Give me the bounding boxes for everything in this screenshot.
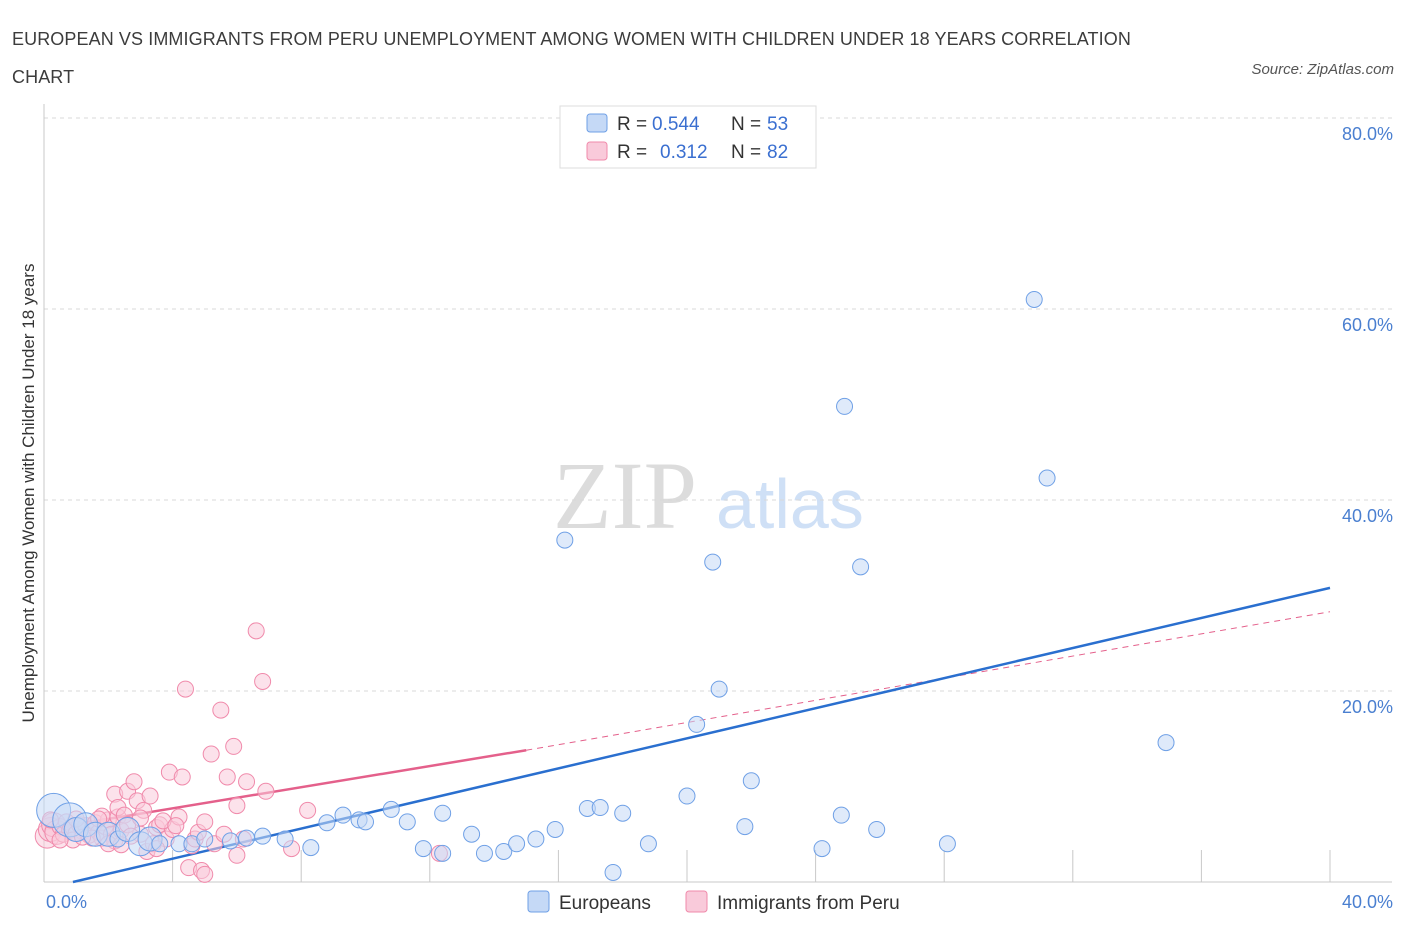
peru-point-55 <box>218 768 236 786</box>
peru-point-62 <box>254 672 272 690</box>
peru-point-57 <box>228 846 246 864</box>
bottom-legend-swatch-peru <box>685 890 708 913</box>
europeans-point-23 <box>382 800 400 818</box>
legend-n-label-1: N = <box>731 114 761 135</box>
peru-point-43 <box>176 680 194 698</box>
europeans-point-38 <box>614 804 632 822</box>
europeans-point-42 <box>704 553 722 571</box>
peru-point-42 <box>173 768 191 786</box>
europeans-point-53 <box>1038 469 1056 487</box>
europeans-point-32 <box>527 830 545 848</box>
peru-point-53 <box>212 701 230 719</box>
europeans-point-36 <box>591 799 609 817</box>
europeans-point-20 <box>334 806 352 824</box>
europeans-point-13 <box>196 830 214 848</box>
y-tick-label-2: 60.0% <box>1342 315 1393 335</box>
y-tick-label-0: 20.0% <box>1342 697 1393 717</box>
europeans-point-49 <box>852 558 870 576</box>
europeans-point-37 <box>604 863 622 881</box>
chart-title: EUROPEAN VS IMMIGRANTS FROM PERU UNEMPLO… <box>12 29 1131 87</box>
europeans-point-33 <box>546 820 564 838</box>
legend-swatch-europeans <box>586 113 608 133</box>
europeans-point-52 <box>1025 290 1043 308</box>
peru-point-61 <box>247 622 265 640</box>
europeans-point-18 <box>302 839 320 857</box>
europeans-point-30 <box>495 842 513 860</box>
legend-n-value-2: 82 <box>767 142 788 163</box>
axes <box>43 104 1392 883</box>
y-axis-label: Unemployment Among Women with Children U… <box>19 264 38 723</box>
legend-n-label-2: N = <box>731 142 761 163</box>
europeans-point-17 <box>276 830 294 848</box>
europeans-point-29 <box>475 844 493 862</box>
europeans-point-25 <box>414 840 432 858</box>
peru-point-50 <box>196 813 214 831</box>
peru-point-34 <box>141 787 159 805</box>
grid <box>44 117 1392 692</box>
europeans-point-40 <box>678 787 696 805</box>
europeans-point-45 <box>742 772 760 790</box>
europeans-points <box>36 290 1175 881</box>
x-tick-labels: 0.0% 40.0% <box>46 892 1393 912</box>
top-legend: R = 0.544 N = 53 R = 0.312 N = 82 <box>559 105 817 169</box>
europeans-point-28 <box>463 825 481 843</box>
europeans-point-39 <box>639 835 657 853</box>
legend-r-label-2: R = <box>617 142 647 163</box>
europeans-point-41 <box>688 715 706 733</box>
europeans-point-48 <box>836 397 854 415</box>
europeans-point-10 <box>151 835 169 853</box>
europeans-point-31 <box>508 835 526 853</box>
bottom-legend-peru: Immigrants from Peru <box>717 893 900 914</box>
y-tick-label-3: 80.0% <box>1342 124 1393 144</box>
peru-point-63 <box>257 782 275 800</box>
europeans-point-15 <box>238 829 256 847</box>
europeans-point-51 <box>938 835 956 853</box>
x-tick-label-min: 0.0% <box>46 892 87 912</box>
europeans-point-54 <box>1157 734 1175 752</box>
legend-r-label-1: R = <box>617 114 647 135</box>
peru-point-51 <box>202 745 220 763</box>
peru-point-49 <box>196 865 214 883</box>
y-tick-label-1: 40.0% <box>1342 506 1393 526</box>
peru-point-58 <box>228 797 246 815</box>
europeans-point-26 <box>434 844 452 862</box>
legend-n-value-1: 53 <box>767 114 788 135</box>
europeans-point-34 <box>556 531 574 549</box>
peru-point-56 <box>225 737 243 755</box>
peru-point-60 <box>238 773 256 791</box>
europeans-point-27 <box>434 804 452 822</box>
europeans-point-22 <box>357 813 374 831</box>
legend-r-value-1: 0.544 <box>652 114 700 135</box>
peru-point-65 <box>299 801 317 819</box>
europeans-point-19 <box>318 814 336 832</box>
legend-swatch-peru <box>586 141 608 161</box>
europeans-point-16 <box>254 827 272 845</box>
europeans-point-47 <box>832 806 850 824</box>
europeans-point-44 <box>736 818 754 836</box>
legend-r-value-2: 0.312 <box>660 142 708 163</box>
x-tick-label-max: 40.0% <box>1342 892 1393 912</box>
y-tick-labels: 20.0% 40.0% 60.0% 80.0% <box>1342 124 1393 717</box>
bottom-legend-swatch-europeans <box>527 890 550 913</box>
peru-point-29 <box>125 773 143 791</box>
europeans-point-14 <box>221 832 239 850</box>
watermark-zip: ZIP <box>553 442 697 549</box>
watermark-atlas: atlas <box>716 465 864 543</box>
bottom-legend-europeans: Europeans <box>559 893 651 914</box>
europeans-point-46 <box>813 840 831 858</box>
europeans-point-43 <box>710 680 728 698</box>
peru-point-76 <box>167 817 185 835</box>
europeans-point-50 <box>868 820 886 838</box>
bottom-legend: Europeans Immigrants from Peru <box>527 890 900 914</box>
source-credit: Source: ZipAtlas.com <box>1251 61 1394 78</box>
europeans-point-24 <box>398 813 416 831</box>
